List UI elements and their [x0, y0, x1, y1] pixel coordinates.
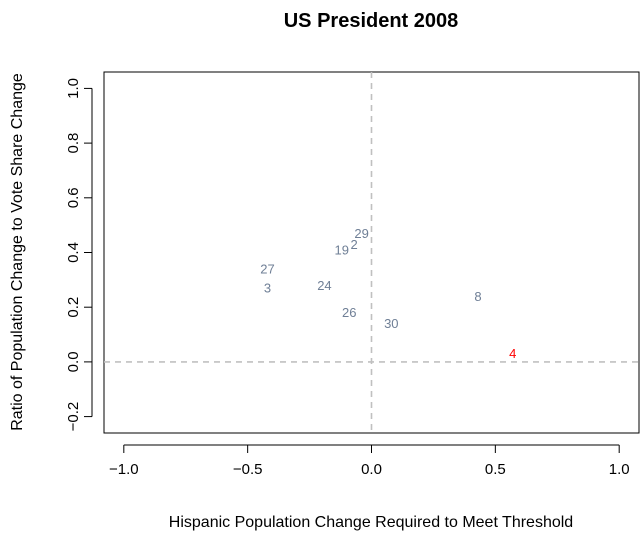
x-tick-label: 0.5 — [485, 461, 506, 478]
data-point-label: 8 — [474, 289, 481, 304]
y-axis-label: Ratio of Population Change to Vote Share… — [9, 73, 26, 431]
y-tick-label: 0.0 — [65, 351, 82, 372]
data-point-label-highlighted: 4 — [509, 346, 516, 361]
x-tick-label: 0.0 — [361, 461, 382, 478]
data-point-label: 2 — [351, 237, 358, 252]
data-point-label: 3 — [264, 281, 271, 296]
y-tick-label: 0.8 — [65, 133, 82, 154]
data-point-label: 24 — [317, 278, 331, 293]
chart-title: US President 2008 — [284, 10, 459, 32]
x-axis-label: Hispanic Population Change Required to M… — [169, 514, 573, 531]
y-tick-label: 0.4 — [65, 242, 82, 263]
y-tick-label: 0.2 — [65, 297, 82, 318]
x-axis: −1.0 −0.5 0.0 0.5 1.0 — [109, 444, 630, 478]
x-tick-label: −0.5 — [233, 461, 263, 478]
y-tick-label: −0.2 — [65, 402, 82, 432]
y-axis: −0.2 0.0 0.2 0.4 0.6 0.8 1.0 — [65, 78, 93, 432]
y-tick-label: 0.6 — [65, 187, 82, 208]
data-point-label: 30 — [384, 316, 398, 331]
data-point-label: 26 — [342, 305, 356, 320]
data-point-label: 29 — [354, 226, 368, 241]
x-tick-label: −1.0 — [109, 461, 139, 478]
x-tick-label: 1.0 — [609, 461, 630, 478]
y-tick-label: 1.0 — [65, 78, 82, 99]
reference-lines — [104, 72, 639, 433]
data-point-label: 27 — [260, 261, 274, 276]
data-point-label: 19 — [335, 242, 349, 257]
